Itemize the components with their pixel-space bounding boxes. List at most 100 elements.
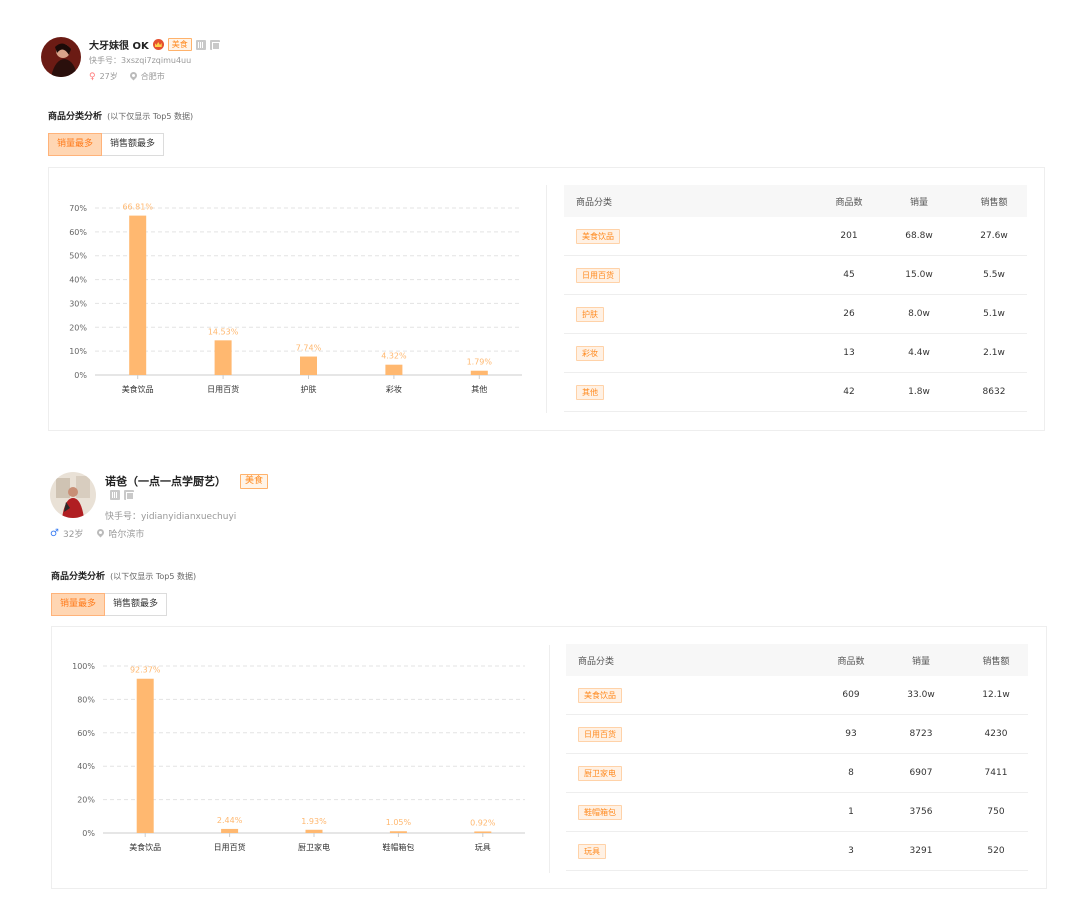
creator-name-row: 诺爸（一点一点学厨艺） 美食	[105, 473, 269, 489]
location-icon	[130, 72, 137, 81]
tab-sales-volume[interactable]: 销量最多	[48, 133, 103, 156]
table-row[interactable]: 厨卫家电 8 6907 7411	[566, 754, 1028, 793]
tab-sales-volume[interactable]: 销量最多	[51, 593, 106, 616]
category-table: 商品分类 商品数 销量 销售额 美食饮品 609 33.0w 12.1w 日用百货 93 8723 4…	[566, 644, 1028, 871]
bar[interactable]	[474, 831, 492, 833]
header-cell: 销量	[911, 656, 930, 667]
revenue-cell: 520	[987, 846, 1005, 856]
table-row[interactable]: 鞋帽箱包 1 3756 750	[566, 793, 1028, 832]
revenue-cell: 5.1w	[983, 309, 1005, 319]
bar[interactable]	[136, 678, 154, 833]
x-category-label: 彩妆	[386, 384, 402, 394]
data-label: 1.79%	[467, 358, 493, 367]
category-cell: 日用百货	[576, 256, 716, 294]
bar[interactable]	[214, 340, 232, 375]
category-tag: 日用百货	[578, 726, 622, 742]
copy-icon[interactable]	[209, 39, 220, 50]
table-row[interactable]: 玩具 3 3291 520	[566, 832, 1028, 871]
table-row[interactable]: 美食饮品 609 33.0w 12.1w	[566, 676, 1028, 715]
table-row[interactable]: 美食饮品 201 68.8w 27.6w	[564, 217, 1027, 256]
header-cell: 商品分类	[578, 656, 615, 667]
data-label: 1.05%	[386, 818, 412, 827]
creator-meta: ♀ 27岁 合肥市	[89, 71, 165, 82]
bar[interactable]	[129, 215, 147, 375]
sales-cell: 8.0w	[908, 309, 930, 319]
count-cell: 42	[843, 387, 855, 397]
x-category-label: 玩具	[475, 843, 491, 852]
qrcode-icon[interactable]	[110, 490, 120, 500]
y-tick-label: 60%	[69, 228, 87, 237]
sales-cell: 8723	[909, 729, 933, 739]
tab-sales-amount[interactable]: 销售额最多	[102, 133, 165, 156]
kuaishou-id: 快手号：yidianyidianxuechuyi	[105, 512, 237, 522]
bar[interactable]	[221, 828, 239, 833]
y-tick-label: 100%	[72, 662, 95, 671]
revenue-cell: 5.5w	[983, 270, 1005, 280]
header-cell: 商品数	[837, 656, 865, 667]
table-header: 商品分类 商品数 销量 销售额	[566, 644, 1028, 676]
revenue-cell: 7411	[984, 768, 1008, 778]
x-category-label: 其他	[471, 384, 487, 394]
category-cell: 厨卫家电	[578, 754, 718, 792]
y-tick-label: 20%	[69, 323, 87, 332]
revenue-cell: 27.6w	[980, 231, 1008, 241]
female-icon: ♀	[89, 71, 96, 82]
bar[interactable]	[470, 370, 488, 375]
count-cell: 1	[848, 807, 854, 817]
y-tick-label: 60%	[77, 729, 95, 738]
data-label: 7.74%	[296, 344, 322, 353]
x-category-label: 美食饮品	[122, 384, 154, 394]
category-tag: 其他	[576, 384, 604, 400]
sales-cell: 3291	[909, 846, 933, 856]
section-title: 商品分类分析 (以下仅显示 Top5 数据)	[51, 569, 196, 582]
category-table: 商品分类 商品数 销量 销售额 美食饮品 201 68.8w 27.6w 日用百货 45 15.0w…	[564, 185, 1027, 412]
table-header: 商品分类 商品数 销量 销售额	[564, 185, 1027, 217]
bar[interactable]	[300, 356, 317, 375]
category-cell: 美食饮品	[578, 676, 718, 714]
revenue-cell: 12.1w	[982, 690, 1010, 700]
category-cell: 彩妆	[576, 334, 716, 372]
y-tick-label: 0%	[82, 829, 95, 838]
avatar[interactable]	[41, 37, 81, 77]
data-label: 14.53%	[208, 327, 239, 336]
table-row[interactable]: 彩妆 13 4.4w 2.1w	[564, 334, 1027, 373]
data-label: 2.44%	[217, 816, 243, 825]
kuaishou-id: 快手号：3xszqi7zqimu4uu	[89, 56, 192, 65]
table-row[interactable]: 日用百货 45 15.0w 5.5w	[564, 256, 1027, 295]
bar[interactable]	[305, 829, 323, 833]
y-tick-label: 30%	[69, 299, 87, 308]
data-label: 1.93%	[301, 817, 327, 826]
count-cell: 13	[843, 348, 855, 358]
age: 32岁	[62, 530, 84, 540]
bar[interactable]	[385, 364, 403, 375]
copy-icon[interactable]	[124, 490, 134, 500]
category-tag: 鞋帽箱包	[578, 804, 622, 820]
sales-cell: 6907	[909, 768, 933, 778]
revenue-cell: 2.1w	[983, 348, 1005, 358]
header-cell: 销售额	[980, 197, 1008, 208]
revenue-cell: 4230	[984, 729, 1008, 739]
y-tick-label: 80%	[77, 695, 95, 704]
sort-tabs: 销量最多 销售额最多	[48, 133, 165, 156]
crown-badge-icon	[152, 39, 164, 50]
revenue-cell: 750	[987, 807, 1005, 817]
city: 合肥市	[140, 72, 165, 81]
avatar-image	[50, 472, 96, 518]
section-note: (以下仅显示 Top5 数据)	[107, 112, 194, 121]
tab-sales-amount[interactable]: 销售额最多	[105, 593, 168, 616]
category-cell: 日用百货	[578, 715, 718, 753]
table-row[interactable]: 日用百货 93 8723 4230	[566, 715, 1028, 754]
table-row[interactable]: 护肤 26 8.0w 5.1w	[564, 295, 1027, 334]
sales-cell: 4.4w	[908, 348, 930, 358]
qrcode-icon[interactable]	[195, 39, 206, 50]
category-cell: 玩具	[578, 832, 718, 870]
count-cell: 45	[843, 270, 855, 280]
avatar[interactable]	[50, 472, 96, 518]
count-cell: 8	[848, 768, 854, 778]
creator-name[interactable]: 大牙妹很 OK	[89, 41, 149, 52]
bar[interactable]	[389, 831, 407, 833]
creator-name[interactable]: 诺爸（一点一点学厨艺）	[105, 475, 226, 488]
count-cell: 3	[848, 846, 854, 856]
table-row[interactable]: 其他 42 1.8w 8632	[564, 373, 1027, 412]
count-cell: 201	[840, 231, 858, 241]
